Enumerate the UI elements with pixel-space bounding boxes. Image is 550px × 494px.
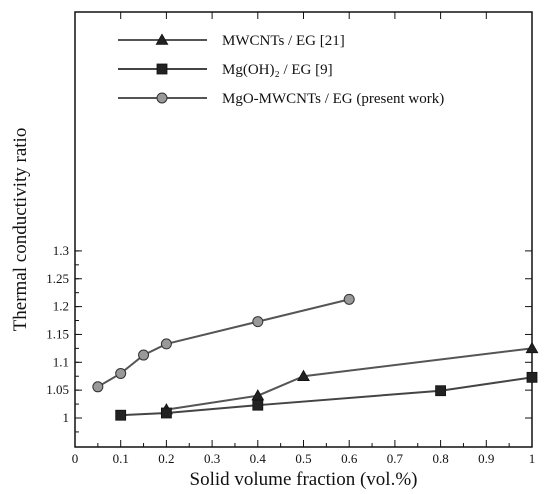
series-line	[97, 298, 350, 388]
series-line	[120, 376, 533, 417]
y-tick-label: 1.25	[46, 271, 69, 286]
circle-marker	[252, 316, 264, 328]
series-1	[159, 341, 539, 415]
y-tick-label: 1.05	[46, 382, 69, 397]
series-3	[92, 293, 355, 393]
triangle-marker	[297, 369, 310, 381]
circle-marker	[92, 381, 104, 393]
circle-marker	[343, 293, 355, 305]
circle-marker	[115, 367, 127, 379]
y-axis-label: Thermal conductivity ratio	[10, 128, 31, 332]
legend-label: MgO-MWCNTs / EG (present work)	[222, 91, 444, 107]
series-line	[166, 347, 533, 411]
square-marker	[156, 63, 168, 75]
y-tick-label: 1.3	[53, 243, 69, 258]
legend-entry-2: Mg(OH)₂ / EG [9]	[118, 62, 333, 78]
legend-entry-3: MgO-MWCNTs / EG (present work)	[118, 91, 444, 107]
x-tick-label: 0.7	[387, 451, 404, 466]
x-tick-label: 0.4	[250, 451, 267, 466]
x-tick-label: 0.5	[295, 451, 311, 466]
x-tick-label: 0.1	[113, 451, 129, 466]
circle-marker	[160, 338, 172, 350]
square-marker	[160, 407, 172, 419]
circle-marker	[156, 92, 168, 104]
square-marker	[526, 371, 538, 383]
circle-marker	[138, 349, 150, 361]
square-marker	[435, 385, 447, 397]
legend: MWCNTs / EG [21] Mg(OH)₂ / EG [9] MgO-MWCN…	[118, 33, 444, 107]
square-marker	[252, 399, 264, 411]
y-tick-label: 1.2	[53, 299, 69, 314]
y-tick-label: 1.15	[46, 326, 69, 341]
x-tick-label: 1	[529, 451, 536, 466]
triangle-marker	[525, 341, 539, 354]
series-2	[115, 371, 538, 421]
axis-ticks: 0 0.1 0.2 0.3 0.4 0.5 0.6 0.7 0.8 0.9 1 1 1.05 1.1 1.1…	[46, 12, 535, 466]
x-tick-label: 0.8	[432, 451, 448, 466]
y-tick-label: 1.1	[53, 354, 69, 369]
square-marker	[115, 409, 127, 421]
x-tick-label: 0	[72, 451, 79, 466]
series-group	[92, 293, 539, 421]
x-tick-label: 0.2	[158, 451, 174, 466]
legend-entry-1: MWCNTs / EG [21]	[118, 33, 345, 49]
x-tick-label: 0.3	[204, 451, 220, 466]
legend-label: Mg(OH)₂ / EG [9]	[222, 62, 333, 78]
legend-label: MWCNTs / EG [21]	[222, 33, 345, 49]
x-axis-label: Solid volume fraction (vol.%)	[190, 469, 418, 490]
y-tick-label: 1	[63, 410, 70, 425]
x-tick-label: 0.9	[478, 451, 494, 466]
triangle-marker	[155, 33, 169, 45]
x-tick-label: 0.6	[341, 451, 358, 466]
